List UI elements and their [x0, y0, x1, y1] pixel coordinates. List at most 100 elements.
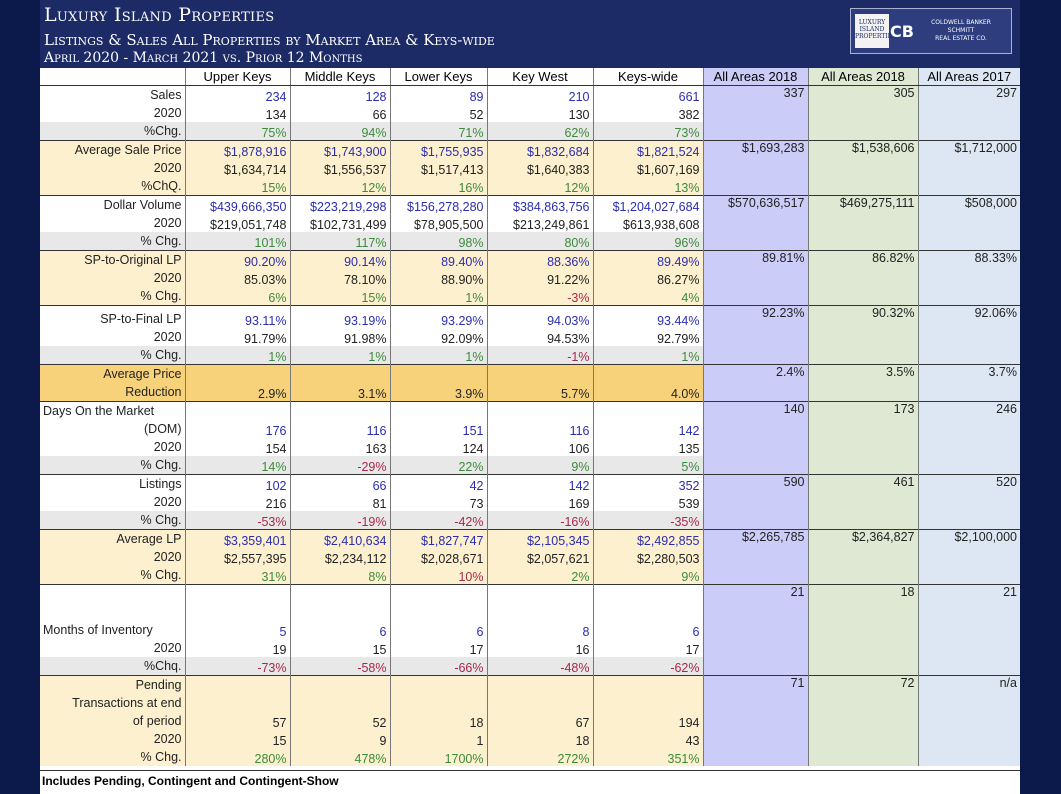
all-areas-cell: [807, 104, 918, 123]
table-cell: 92.09%: [389, 327, 487, 346]
table-cell: 194: [592, 675, 703, 731]
row-label: % Chg.: [40, 510, 185, 530]
table-cell: 93.29%: [389, 305, 487, 328]
all-areas-cell: [702, 748, 808, 767]
table-cell: 154: [184, 437, 290, 456]
cb-logo-icon: CB: [890, 21, 914, 41]
table-cell: 52: [289, 675, 390, 731]
all-areas-cell: [702, 122, 808, 141]
table-cell: 272%: [486, 748, 593, 767]
column-header-row: Upper Keys Middle Keys Lower Keys Key West K…: [40, 68, 1020, 87]
all-areas-cell: [807, 565, 918, 585]
all-areas-cell: [702, 159, 808, 178]
row-label: 2020: [40, 492, 185, 511]
table-cell: 135: [592, 437, 703, 456]
all-areas-cell: [917, 657, 1020, 676]
table-cell: $2,410,634: [289, 528, 390, 548]
table-cell: -16%: [486, 510, 593, 530]
all-areas-cell: [917, 104, 1020, 123]
table-cell: 94.03%: [486, 305, 593, 328]
coldwell-banker-text: COLDWELL BANKER SCHMITT REAL ESTATE CO.: [931, 19, 991, 42]
table-cell: 73: [389, 492, 487, 511]
table-cell: 73%: [592, 122, 703, 141]
table-cell: 151: [389, 400, 487, 438]
table-cell: $2,280,503: [592, 547, 703, 566]
table-row: Listings 102 66 42 142 352 590 461 520: [40, 473, 1020, 493]
all-areas-cell: [807, 345, 918, 365]
table-cell: 16: [486, 639, 593, 658]
table-cell: 176: [184, 400, 290, 438]
column-header: Lower Keys: [389, 68, 487, 87]
table-cell: 93.11%: [184, 305, 290, 328]
table-cell: 14%: [184, 455, 290, 475]
row-label: Dollar Volume: [40, 195, 185, 215]
row-label: %Chg.: [40, 122, 185, 141]
row-label: % Chg.: [40, 565, 185, 585]
row-label: 2020: [40, 639, 185, 658]
table-cell: 22%: [389, 455, 487, 475]
all-areas-cell: 305: [807, 85, 918, 105]
table-cell: 142: [486, 473, 593, 493]
row-label: Days On the Market (DOM): [40, 400, 185, 438]
all-areas-cell: [702, 730, 808, 749]
all-areas-cell: 246: [917, 400, 1020, 438]
all-areas-cell: [917, 639, 1020, 658]
table-cell: $613,938,608: [592, 214, 703, 233]
table-cell: 142: [592, 400, 703, 438]
table-row: SP-to-Original LP 90.20% 90.14% 89.40% 88.36…: [40, 250, 1020, 270]
all-areas-cell: 461: [807, 473, 918, 493]
row-label: 2020: [40, 159, 185, 178]
table-cell: 62%: [486, 122, 593, 141]
table-row: 2020 19 15 17 16 17: [40, 639, 1020, 658]
all-areas-cell: 21: [917, 583, 1020, 640]
table-cell: 18: [389, 675, 487, 731]
row-label: % Chg.: [40, 232, 185, 251]
table-cell: 280%: [184, 748, 290, 767]
table-cell: $1,640,383: [486, 159, 593, 178]
all-areas-cell: 88.33%: [917, 250, 1020, 270]
all-areas-cell: [807, 437, 918, 456]
table-cell: $439,666,350: [184, 195, 290, 215]
all-areas-cell: [917, 269, 1020, 288]
table-cell: $2,557,395: [184, 547, 290, 566]
table-cell: -48%: [486, 657, 593, 676]
all-areas-cell: 92.06%: [917, 305, 1020, 328]
row-label: Listings: [40, 473, 185, 493]
all-areas-cell: [807, 269, 918, 288]
table-cell: 3.1%: [289, 363, 390, 402]
table-cell: 1%: [389, 345, 487, 365]
all-areas-cell: [702, 492, 808, 511]
all-areas-cell: [807, 455, 918, 475]
all-areas-cell: 140: [702, 400, 808, 438]
all-areas-cell: [702, 232, 808, 251]
table-cell: -58%: [289, 657, 390, 676]
all-areas-cell: [807, 177, 918, 196]
all-areas-cell: $1,712,000: [917, 140, 1020, 160]
row-label: 2020: [40, 547, 185, 566]
table-cell: 93.19%: [289, 305, 390, 328]
table-cell: 1%: [389, 287, 487, 306]
all-areas-cell: [807, 214, 918, 233]
all-areas-cell: 520: [917, 473, 1020, 493]
column-header: Key West: [486, 68, 593, 87]
all-areas-cell: 337: [702, 85, 808, 105]
report-page: Luxury Island Properties Listings & Sale…: [40, 0, 1020, 794]
all-areas-cell: [807, 730, 918, 749]
table-cell: 661: [592, 85, 703, 105]
row-label: 2020: [40, 327, 185, 346]
table-cell: -29%: [289, 455, 390, 475]
column-header: All Areas 2017: [917, 68, 1020, 87]
table-cell: 382: [592, 104, 703, 123]
table-cell: $1,827,747: [389, 528, 487, 548]
column-header: Upper Keys: [184, 68, 290, 87]
row-label: SP-to-Original LP: [40, 250, 185, 270]
all-areas-cell: 3.7%: [917, 363, 1020, 402]
table-cell: 31%: [184, 565, 290, 585]
table-cell: 90.20%: [184, 250, 290, 270]
table-cell: 85.03%: [184, 269, 290, 288]
table-cell: 66: [289, 104, 390, 123]
table-cell: 116: [486, 400, 593, 438]
table-cell: 90.14%: [289, 250, 390, 270]
table-cell: 216: [184, 492, 290, 511]
table-cell: $3,359,401: [184, 528, 290, 548]
